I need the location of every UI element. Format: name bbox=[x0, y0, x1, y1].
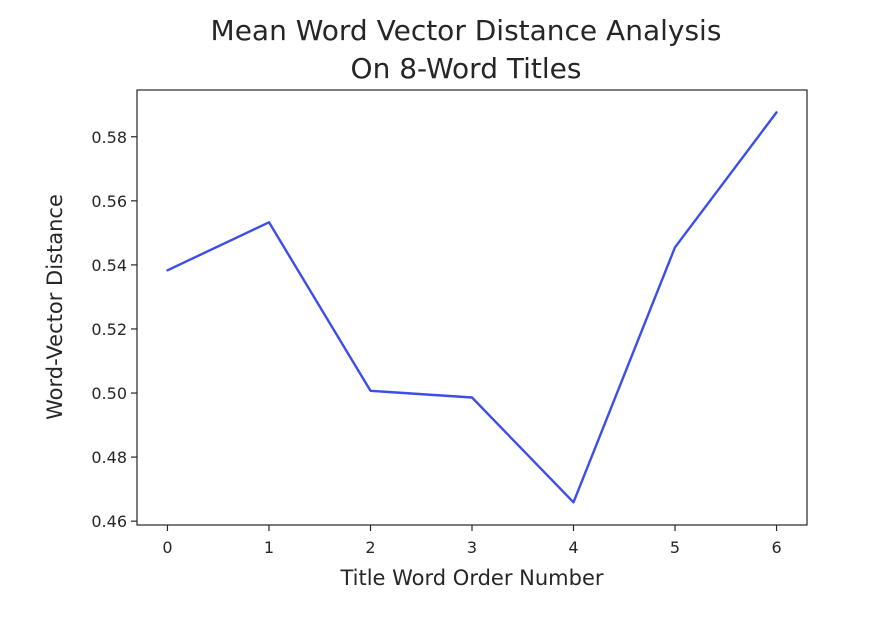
x-axis-label: Title Word Order Number bbox=[339, 566, 603, 590]
y-tick-label: 0.54 bbox=[91, 256, 127, 275]
y-tick-label: 0.56 bbox=[91, 192, 127, 211]
y-tick-label: 0.58 bbox=[91, 128, 127, 147]
y-axis-label: Word-Vector Distance bbox=[43, 194, 67, 420]
x-tick-label: 5 bbox=[670, 538, 680, 557]
y-tick-label: 0.50 bbox=[91, 384, 127, 403]
plot-area: 0 1 2 3 4 5 6 0.46 0.48 0.50 0.52 0.54 0.56 0.58 bbox=[91, 90, 807, 557]
chart-title: Mean Word Vector Distance Analysis bbox=[211, 14, 722, 47]
x-tick-label: 0 bbox=[162, 538, 172, 557]
plot-frame bbox=[137, 90, 807, 525]
y-tick-label: 0.48 bbox=[91, 448, 127, 467]
y-tick-label: 0.52 bbox=[91, 320, 127, 339]
x-tick-label: 2 bbox=[365, 538, 375, 557]
y-tick-label: 0.46 bbox=[91, 512, 127, 531]
x-tick-label: 6 bbox=[771, 538, 781, 557]
x-tick-label: 3 bbox=[467, 538, 477, 557]
series-line bbox=[168, 112, 777, 502]
chart-subtitle: On 8-Word Titles bbox=[351, 52, 582, 85]
x-tick-label: 1 bbox=[264, 538, 274, 557]
x-tick-label: 4 bbox=[568, 538, 578, 557]
